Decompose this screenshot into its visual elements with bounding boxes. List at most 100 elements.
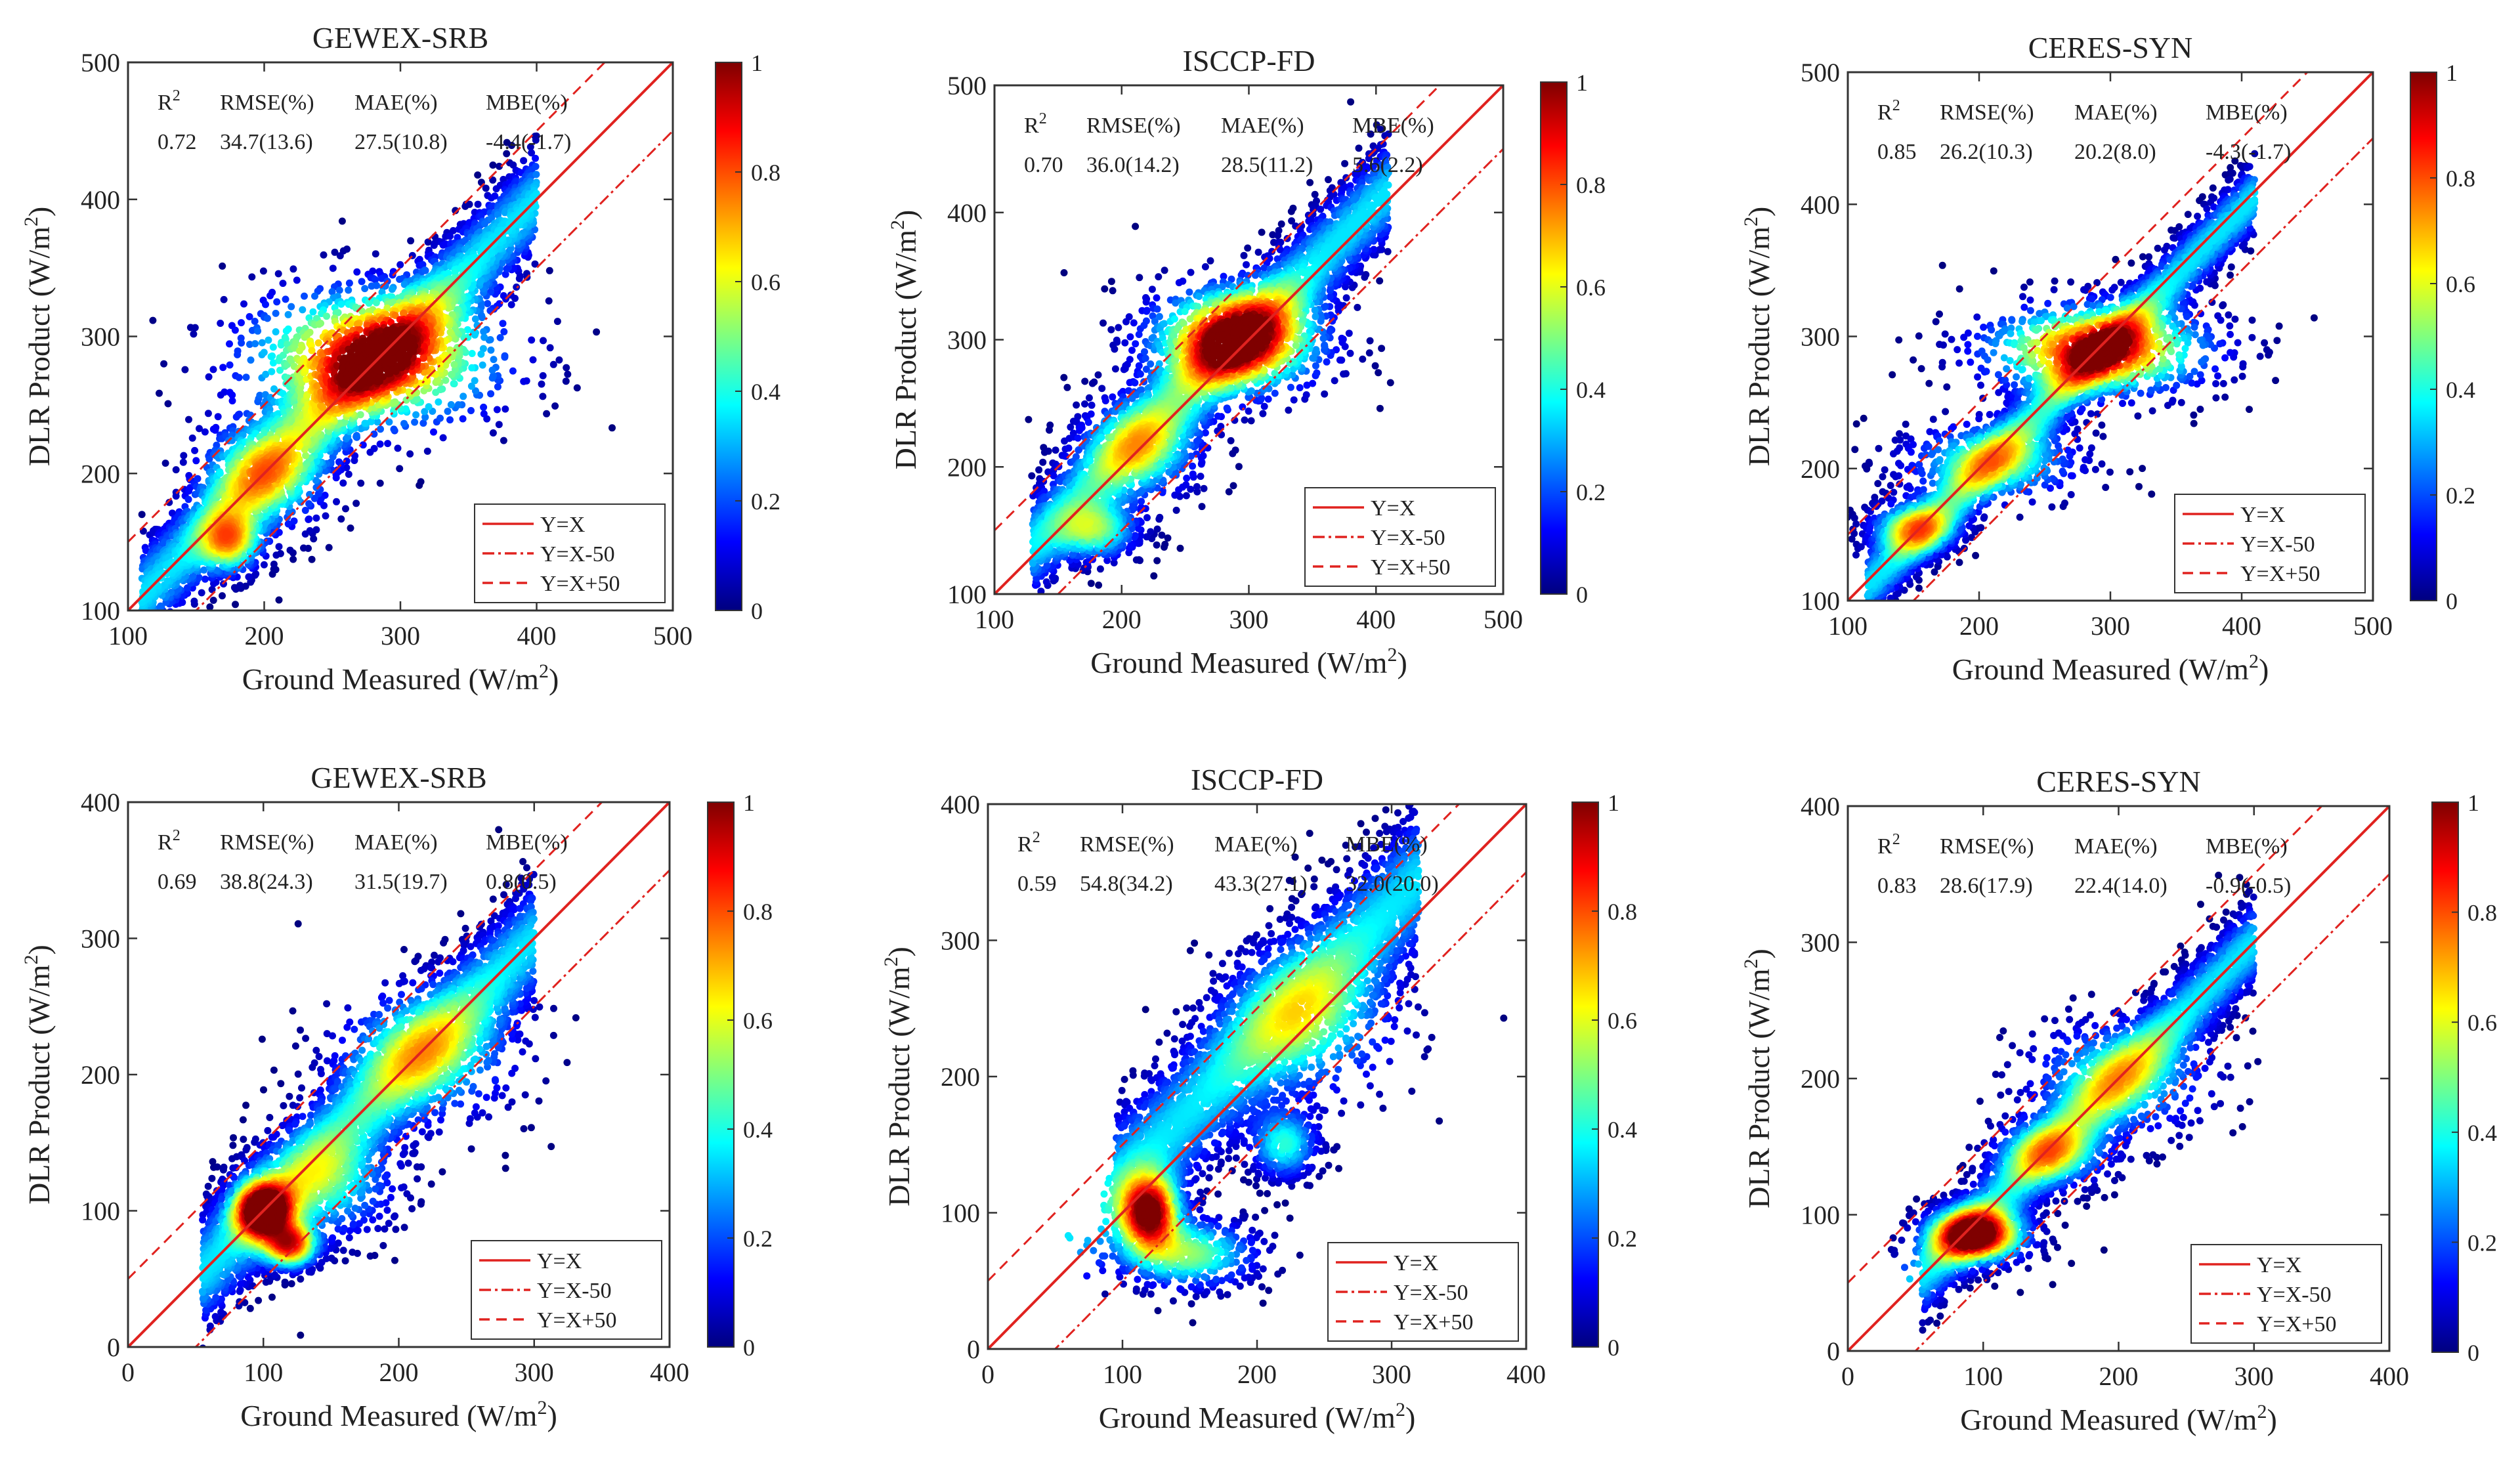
data-point [491,192,499,200]
x-tick-label: 500 [653,621,693,651]
data-point [310,535,318,543]
data-point [1087,580,1095,588]
data-point [151,680,158,687]
data-point [236,410,243,418]
data-point [340,354,348,362]
data-point [312,514,320,522]
data-point [301,507,309,514]
data-point [496,162,503,170]
data-point [488,366,496,374]
data-point [209,597,217,604]
data-point [184,496,192,503]
data-point [446,416,454,424]
data-point [528,149,536,157]
data-point [270,561,278,568]
data-point [226,361,234,369]
data-point [447,401,455,408]
data-point [423,447,431,455]
data-point [338,364,346,372]
data-point [163,620,170,627]
data-point [501,209,509,217]
data-point [370,430,378,438]
data-point [154,627,161,634]
data-point [357,479,365,487]
data-point [500,328,508,335]
data-point [372,366,380,374]
data-point [463,326,471,333]
data-point [528,336,536,344]
data-point [223,530,231,538]
colorbar-gradient [715,62,742,611]
data-point [549,360,557,368]
data-point [406,450,414,458]
data-point [342,505,349,513]
data-point [1095,581,1103,589]
data-point [454,234,461,242]
data-point [273,298,281,306]
data-point [501,353,509,361]
data-point [553,318,561,326]
data-point [421,408,429,416]
data-point [272,328,280,335]
legend-label: Y=X+50 [540,572,620,596]
data-point [450,380,458,387]
data-point [398,364,406,372]
data-point [376,440,384,448]
data-point [144,612,151,619]
data-point [532,154,539,162]
data-point [252,570,260,578]
colorbar-tick-label: 1 [751,50,763,76]
data-point [267,292,274,299]
data-point [325,544,333,551]
data-point [384,440,392,448]
data-point [1176,544,1184,552]
data-point [275,543,283,551]
data-point [473,322,481,330]
data-point [144,612,151,619]
data-point [509,161,517,169]
data-point [1060,269,1068,276]
data-point [158,618,165,626]
data-point [467,382,475,390]
data-point [1258,228,1266,236]
data-point [1306,179,1314,186]
data-point [289,555,297,563]
x-axis-label: Ground Measured (W/m2) [242,660,559,696]
data-point [302,452,310,460]
data-point [305,515,313,523]
data-point [337,515,345,523]
data-point [430,242,438,249]
data-point [1150,572,1158,580]
data-point [272,551,280,559]
data-point [482,184,490,192]
data-point [209,366,217,374]
data-point [343,457,351,465]
data-point [154,632,161,639]
data-point [157,602,165,610]
data-point [235,374,243,381]
data-point [275,596,283,604]
data-point [539,393,547,400]
data-point [167,622,174,629]
data-point [204,410,212,417]
data-point [175,616,182,624]
data-point [489,372,497,379]
data-point [545,297,553,305]
data-point [446,232,454,240]
data-point [435,398,442,406]
data-point [167,616,175,623]
data-point [258,339,266,347]
data-point [311,292,318,300]
data-point [529,356,537,364]
data-point [1132,223,1140,230]
data-point [163,577,171,585]
y-tick-label: 100 [81,596,120,626]
data-point [540,337,547,345]
data-point [372,299,380,307]
data-point [314,339,322,347]
data-point [315,320,323,328]
data-point [489,429,497,437]
data-point [465,200,473,208]
data-point [1347,98,1355,106]
